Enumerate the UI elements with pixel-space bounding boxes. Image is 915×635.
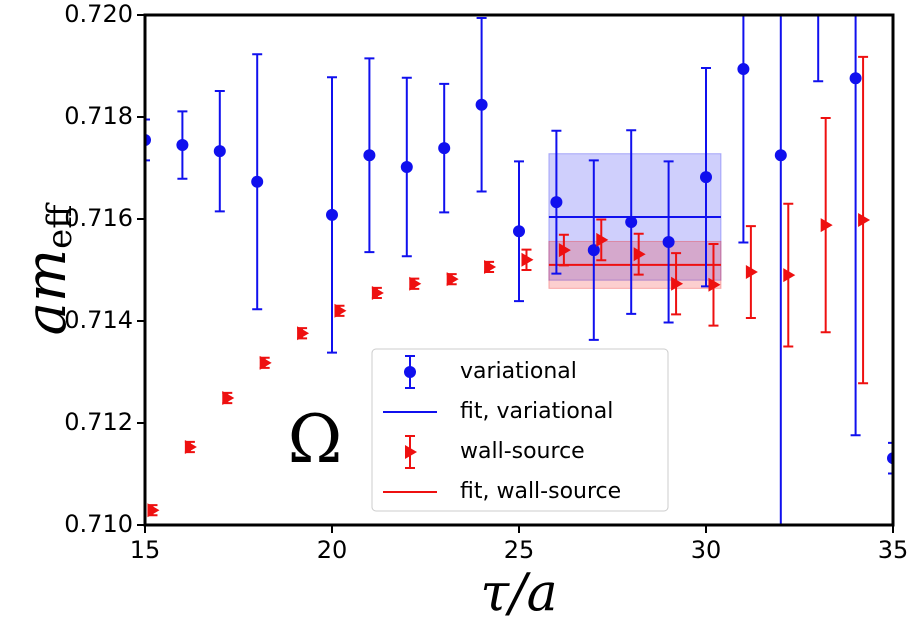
legend-label: fit, wall-source xyxy=(460,479,621,504)
point xyxy=(371,285,384,300)
x-tick-label: 30 xyxy=(691,536,722,564)
point xyxy=(783,268,796,283)
legend-marker xyxy=(404,366,416,378)
point xyxy=(400,160,413,173)
y-tick-label: 0.710 xyxy=(64,510,133,538)
y-tick-label: 0.714 xyxy=(64,306,133,334)
y-axis-label: ameff xyxy=(14,202,81,336)
y-axis-label-subscript: eff xyxy=(40,202,80,249)
point xyxy=(334,303,347,318)
point xyxy=(820,218,833,233)
x-tick-label: 20 xyxy=(317,536,348,564)
point xyxy=(222,391,235,406)
point xyxy=(484,259,497,274)
error-bar xyxy=(738,15,749,244)
point xyxy=(213,145,226,158)
point xyxy=(858,213,871,228)
point xyxy=(297,326,310,341)
point xyxy=(521,252,534,267)
legend-label: variational xyxy=(460,359,577,384)
y-tick-label: 0.718 xyxy=(64,102,133,130)
point xyxy=(251,175,264,188)
point xyxy=(409,276,422,291)
legend-marker xyxy=(405,445,417,459)
point xyxy=(587,244,600,257)
point xyxy=(259,355,272,370)
point xyxy=(737,63,750,76)
point xyxy=(596,232,609,247)
point xyxy=(633,247,646,262)
point xyxy=(438,142,451,155)
legend xyxy=(371,348,669,512)
point xyxy=(513,225,525,238)
y-tick-label: 0.712 xyxy=(64,408,133,436)
point xyxy=(745,265,758,280)
legend-label: fit, variational xyxy=(460,399,613,424)
error-bar xyxy=(779,15,782,525)
point xyxy=(849,72,862,85)
error-bar xyxy=(145,118,150,162)
point xyxy=(671,276,684,291)
point xyxy=(625,216,638,229)
point xyxy=(708,277,721,292)
error-bar xyxy=(888,441,893,475)
point xyxy=(558,243,571,258)
y-tick-label: 0.720 xyxy=(64,0,133,28)
point xyxy=(662,235,675,248)
error-bar xyxy=(813,15,824,83)
point xyxy=(176,139,189,152)
point xyxy=(446,272,459,287)
point xyxy=(774,149,787,162)
x-tick-label: 15 xyxy=(130,536,161,564)
annotation: Ω xyxy=(288,401,343,478)
x-axis-label: τ/a xyxy=(480,564,557,624)
point xyxy=(550,196,563,209)
point xyxy=(147,503,160,518)
point xyxy=(475,98,488,111)
x-tick-label: 25 xyxy=(504,536,535,564)
point xyxy=(363,149,376,162)
y-tick-label: 0.716 xyxy=(64,204,133,232)
point xyxy=(326,208,338,221)
point xyxy=(184,439,197,454)
y-axis-label-main: am xyxy=(14,249,79,336)
x-tick-label: 35 xyxy=(878,536,909,564)
legend-label: wall-source xyxy=(460,439,585,464)
plot-area xyxy=(145,15,893,525)
point xyxy=(700,171,712,184)
